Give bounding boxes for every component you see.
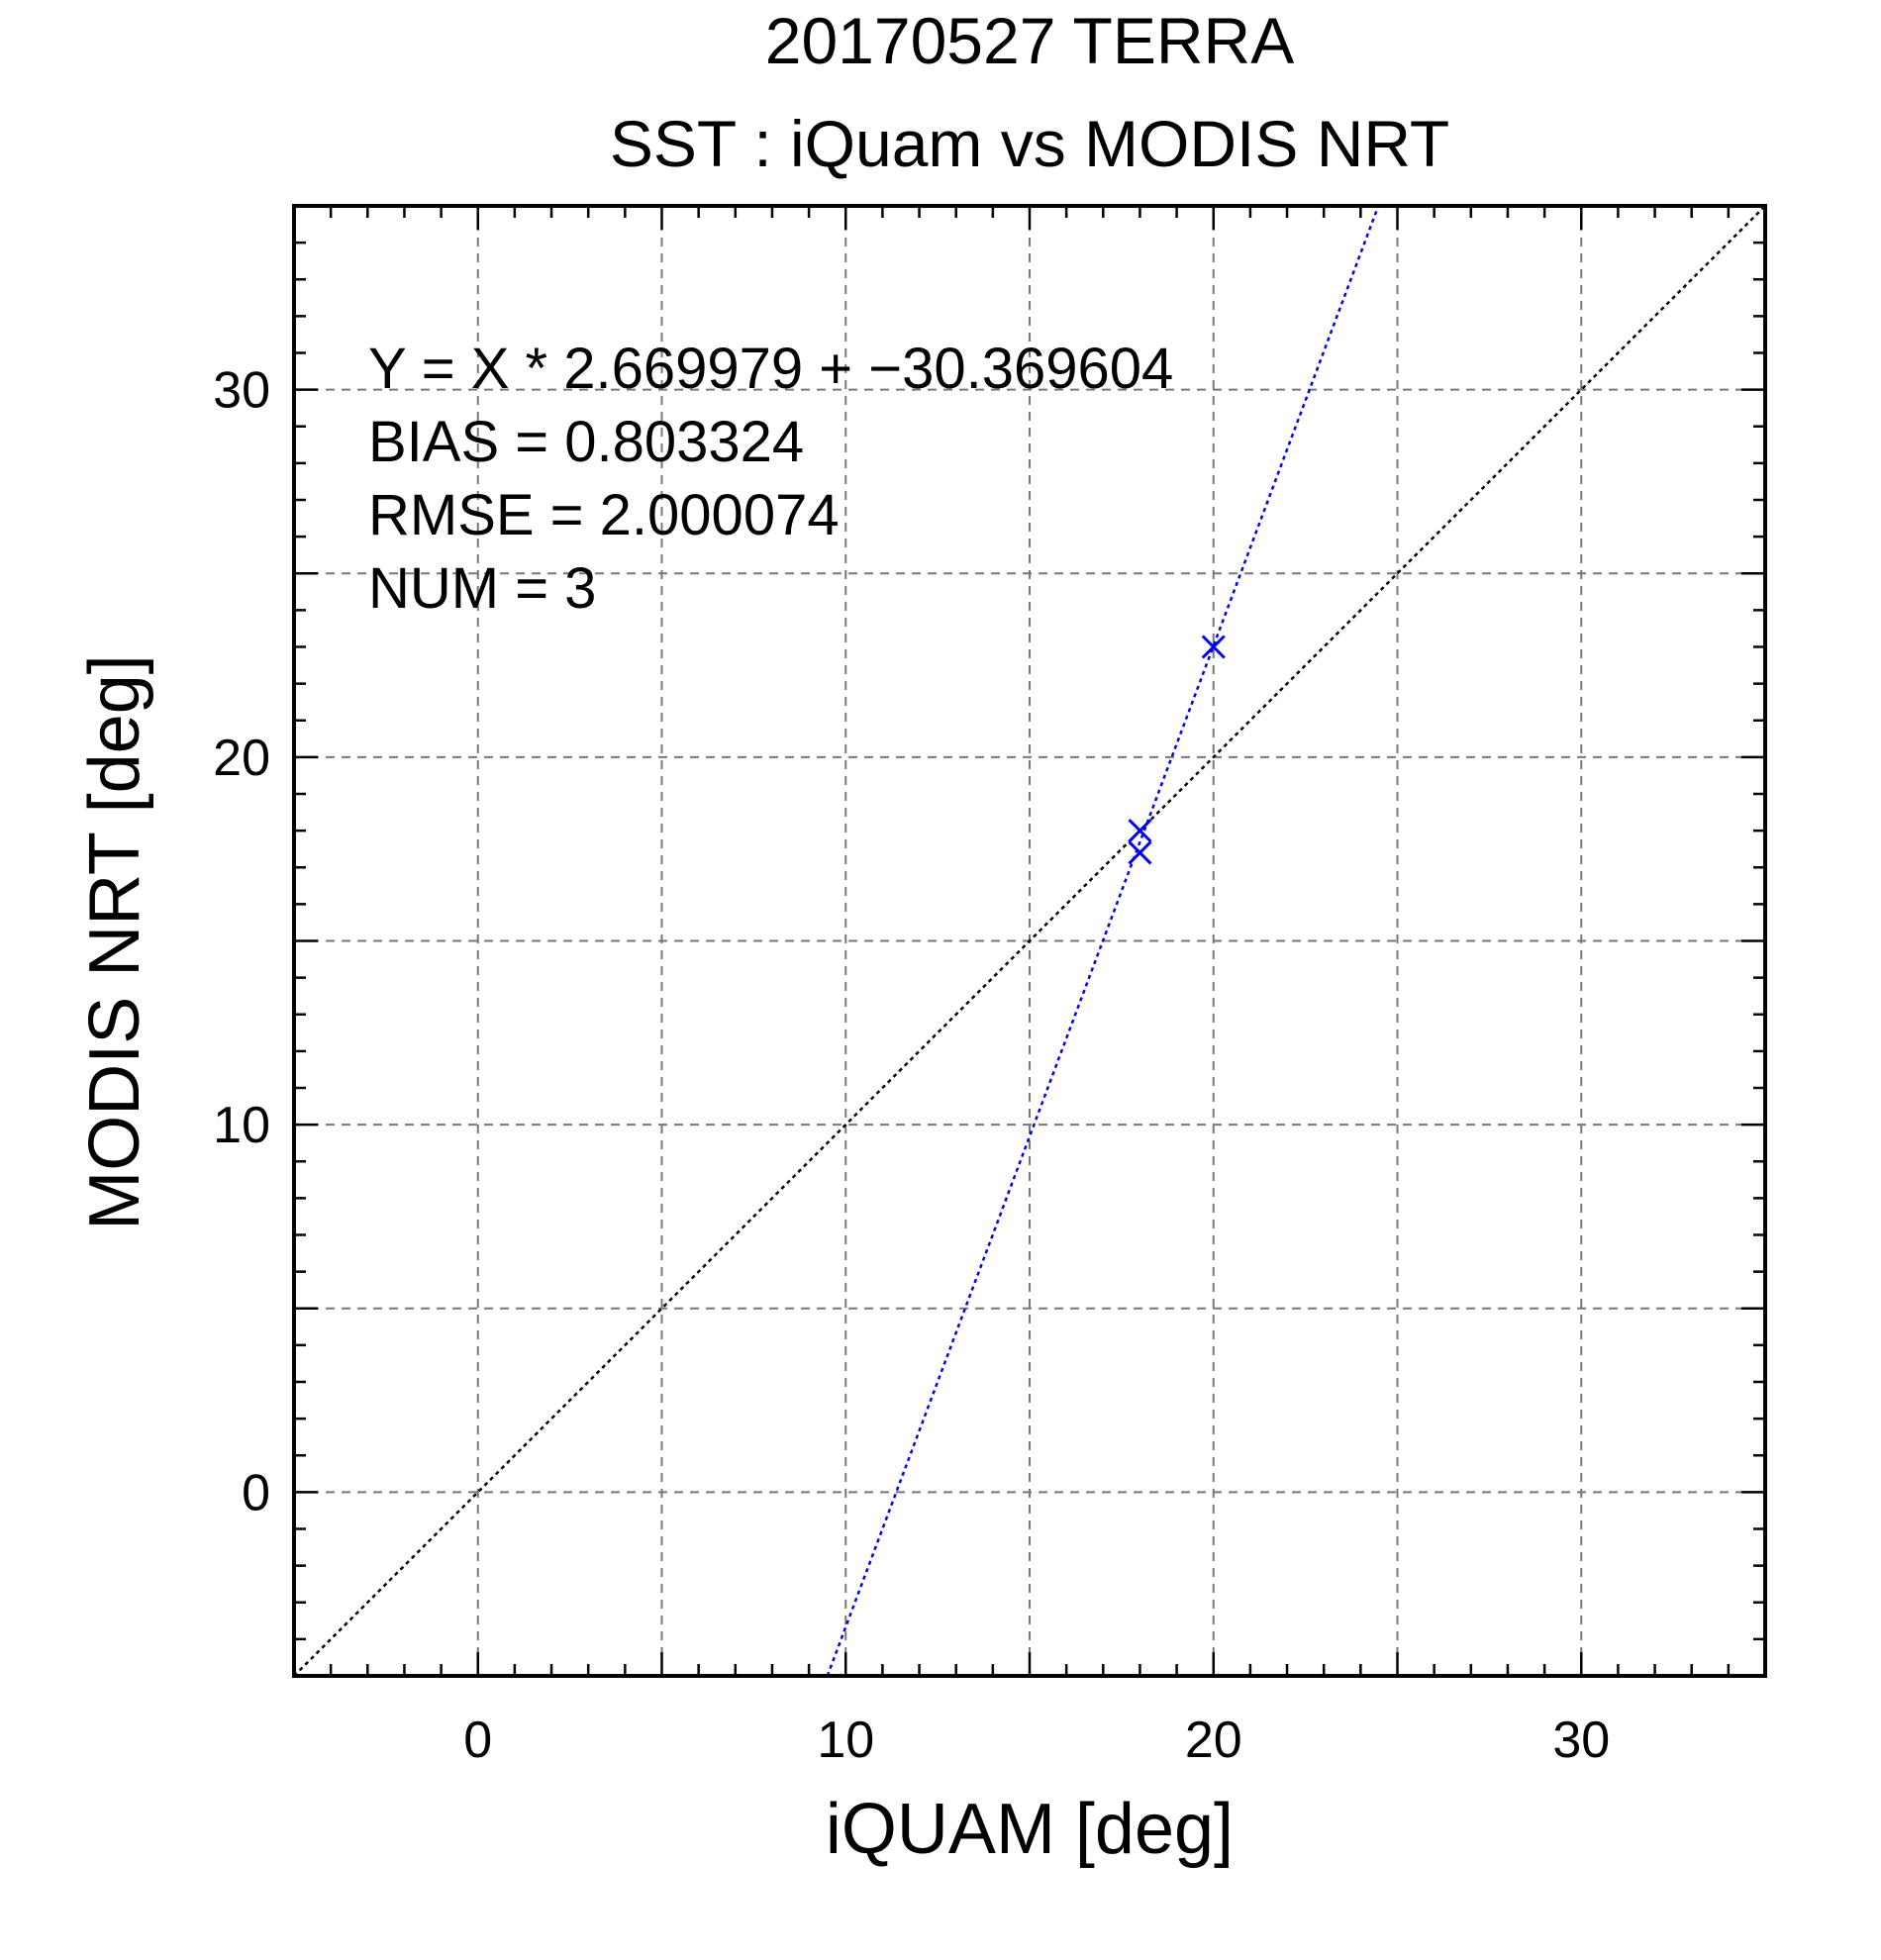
x-tick-label: 20: [1185, 1712, 1242, 1769]
data-point-marker: [1128, 819, 1152, 843]
regression-fit-line: [826, 206, 1380, 1676]
tick-labels: 0 10 20 30 0 10 20 30: [213, 362, 1610, 1769]
grid: [294, 206, 1765, 1676]
y-axis-label: MODIS NRT [deg]: [75, 654, 154, 1230]
plot-frame: [292, 204, 1767, 1678]
lines: [294, 206, 1765, 1676]
y-tick-label: 30: [213, 362, 270, 420]
stats-annotation: Y = X * 2.669979 + −30.369604 BIAS = 0.8…: [368, 337, 1173, 621]
x-tick-label: 30: [1552, 1712, 1610, 1769]
y-tick-label: 20: [213, 730, 270, 787]
bias-label: BIAS = 0.803324: [368, 410, 804, 474]
fit-equation-label: Y = X * 2.669979 + −30.369604: [368, 337, 1173, 401]
num-label: NUM = 3: [368, 556, 596, 621]
chart-title: 20170527 TERRA: [765, 4, 1294, 77]
data-point-marker: [1201, 635, 1226, 659]
marker-stroke: [1128, 840, 1152, 865]
rmse-label: RMSE = 2.000074: [368, 483, 840, 547]
x-tick-label: 0: [463, 1712, 492, 1769]
marker-stroke: [1201, 635, 1226, 659]
x-tick-label: 10: [817, 1712, 874, 1769]
one-to-one-line: [294, 206, 1765, 1676]
x-axis-label: iQUAM [deg]: [826, 1790, 1234, 1869]
y-tick-label: 0: [242, 1464, 270, 1521]
y-tick-label: 10: [213, 1097, 270, 1154]
marker-stroke: [1128, 819, 1152, 843]
data-points: [1128, 635, 1226, 865]
chart-subtitle: SST : iQuam vs MODIS NRT: [610, 107, 1449, 180]
data-point-marker: [1128, 840, 1152, 865]
